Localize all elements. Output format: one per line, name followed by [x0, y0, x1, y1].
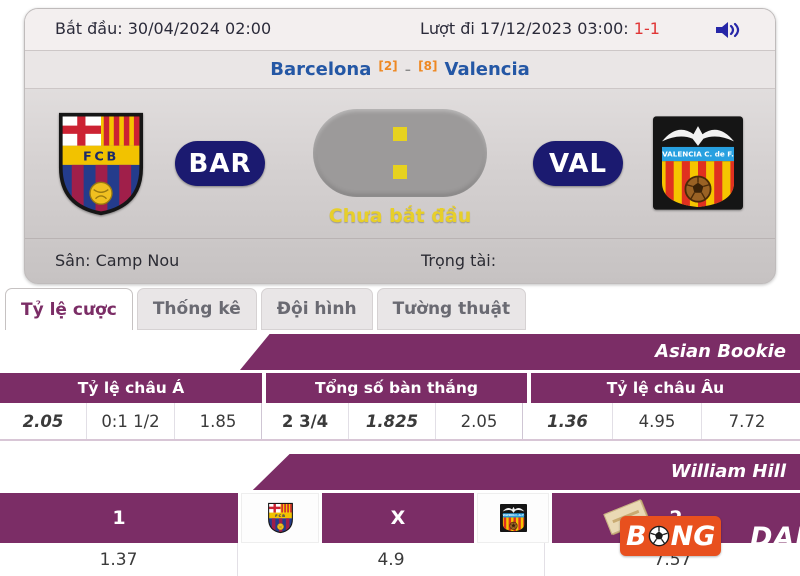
- wh-home-header: 1: [0, 493, 238, 543]
- total-goals-under-odds: 2.05: [436, 403, 523, 439]
- wh-away-logo-cell: [477, 493, 549, 543]
- william-hill-values-row: 1.37 4.9 7.57: [0, 543, 800, 576]
- matchup-separator: -: [404, 59, 412, 80]
- william-hill-band: William Hill: [0, 454, 800, 490]
- match-header-card: Bắt đầu: 30/04/2024 02:00 Lượt đi 17/12/…: [24, 8, 776, 284]
- match-status-text: Chưa bắt đầu: [328, 205, 472, 227]
- away-team-link[interactable]: Valencia: [444, 59, 530, 80]
- barcelona-crest-logo: [55, 111, 147, 217]
- asian-odds-header-row: Tỷ lệ châu Á Tổng số bàn thắng Tỷ lệ châ…: [0, 373, 800, 403]
- speaker-icon[interactable]: [715, 20, 741, 40]
- euro-away-odds: 7.72: [728, 411, 766, 431]
- asian-bookie-band: Asian Bookie: [0, 334, 800, 370]
- total-goals-over-odds: 1.825: [349, 403, 436, 439]
- tab-lineup[interactable]: Đội hình: [260, 288, 373, 330]
- barcelona-small-crest: [267, 499, 294, 537]
- teams-score-row: BAR Chưa bắt đầu VAL: [25, 89, 775, 238]
- away-abbr-badge[interactable]: VAL: [533, 141, 623, 186]
- euro-home-odds: 1.36: [523, 403, 613, 439]
- william-hill-title: William Hill: [670, 461, 786, 482]
- european-odds-header: Tỷ lệ châu Âu: [531, 373, 800, 403]
- total-goals-header: Tổng số bàn thắng: [266, 373, 527, 403]
- score-colon-bottom-dot: [393, 165, 407, 179]
- asian-bookie-title: Asian Bookie: [655, 341, 786, 362]
- william-hill-header-row: 1 X 2: [0, 493, 800, 543]
- wh-home-odds: 1.37: [0, 543, 238, 576]
- asian-odds-values-row: 2.05 0:1 1/2 1.85 2 3/4 1.825 2.05 1.36 …: [0, 403, 800, 441]
- home-abbr-badge[interactable]: BAR: [175, 141, 265, 186]
- handicap-away-odds: 1.85: [175, 403, 262, 439]
- first-leg-score: 1-1: [633, 19, 660, 38]
- wh-draw-odds: 4.9: [238, 543, 545, 576]
- match-start-time: Bắt đầu: 30/04/2024 02:00: [55, 19, 272, 38]
- asian-bookie-band-fill: [240, 334, 800, 370]
- total-goals-line: 2 3/4: [262, 403, 349, 439]
- section-tabs: Tỷ lệ cược Thống kê Đội hình Tường thuật: [5, 288, 527, 330]
- tab-commentary[interactable]: Tường thuật: [376, 288, 527, 330]
- wh-away-odds: 7.57: [653, 549, 692, 570]
- wh-draw-header: X: [322, 493, 474, 543]
- asian-handicap-header: Tỷ lệ châu Á: [0, 373, 262, 403]
- first-leg-result: Lượt đi 17/12/2023 03:00: 1-1: [420, 19, 660, 38]
- referee-label: Trọng tài:: [421, 251, 497, 270]
- venue-label: Sân: Camp Nou: [55, 251, 180, 270]
- venue-referee-row: Sân: Camp Nou Trọng tài:: [25, 238, 775, 284]
- home-team-link[interactable]: Barcelona: [270, 59, 372, 80]
- valencia-crest-logo: [653, 115, 743, 211]
- wh-away-header: 2: [552, 493, 800, 543]
- handicap-home-odds: 2.05: [0, 403, 87, 439]
- tab-stats[interactable]: Thống kê: [136, 288, 257, 330]
- first-leg-label: Lượt đi 17/12/2023 03:00:: [420, 19, 629, 38]
- score-display: [313, 109, 487, 197]
- away-team-rank: [8]: [418, 58, 438, 73]
- euro-draw-odds: 4.95: [613, 403, 702, 439]
- score-colon-top-dot: [393, 127, 407, 141]
- valencia-small-crest: [500, 499, 527, 537]
- home-team-rank: [2]: [378, 58, 398, 73]
- wh-home-logo-cell: [241, 493, 319, 543]
- william-hill-band-fill: [252, 454, 800, 490]
- handicap-line: 0:1 1/2: [87, 403, 175, 439]
- tab-odds[interactable]: Tỷ lệ cược: [5, 288, 133, 330]
- matchup-title-row: Barcelona [2] - [8] Valencia: [25, 51, 775, 89]
- match-times-row: Bắt đầu: 30/04/2024 02:00 Lượt đi 17/12/…: [25, 9, 775, 51]
